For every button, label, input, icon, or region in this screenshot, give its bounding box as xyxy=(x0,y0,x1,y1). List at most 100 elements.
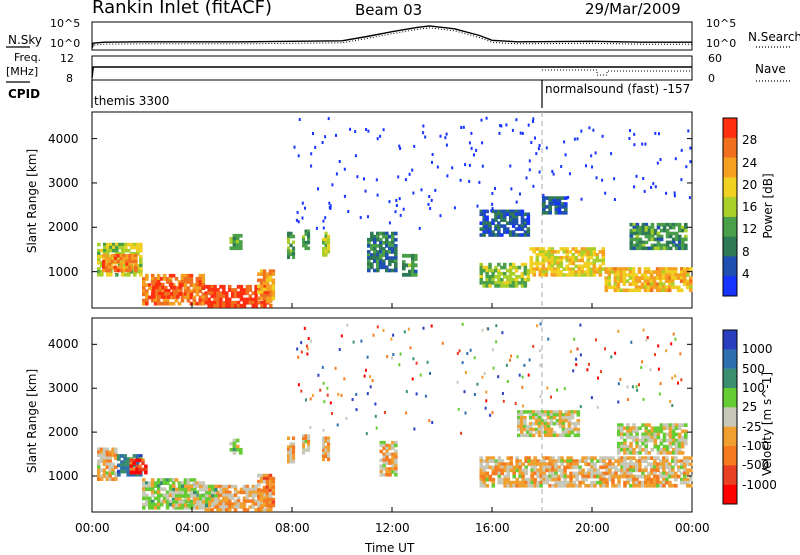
echo-cell xyxy=(210,499,214,503)
noise-speck xyxy=(388,200,391,204)
echo-cell xyxy=(155,282,159,287)
noise-speck xyxy=(674,374,677,378)
echo-cell xyxy=(557,196,562,200)
echo-cell xyxy=(617,477,621,482)
echo-cell xyxy=(674,438,679,443)
echo-cell xyxy=(497,271,501,276)
echo-cell xyxy=(116,265,121,270)
echo-cell xyxy=(671,426,676,431)
echo-cell xyxy=(385,455,389,459)
noise-speck xyxy=(464,411,467,415)
echo-cell xyxy=(211,497,215,501)
echo-cell xyxy=(583,264,588,268)
echo-cell xyxy=(634,288,639,293)
echo-cell xyxy=(640,276,645,280)
echo-cell xyxy=(113,265,118,270)
echo-cell xyxy=(661,267,666,271)
echo-cell xyxy=(629,468,633,473)
echo-cell xyxy=(650,468,654,473)
echo-cell xyxy=(677,438,682,443)
echo-cell xyxy=(680,246,685,251)
echo-cell xyxy=(658,267,663,271)
echo-cell xyxy=(540,424,545,429)
echo-cell xyxy=(620,423,624,427)
echo-cell xyxy=(550,261,555,266)
noise-speck xyxy=(680,378,683,382)
echo-cell xyxy=(201,292,206,297)
echo-cell xyxy=(623,471,627,476)
echo-cell xyxy=(271,476,276,481)
echo-cell xyxy=(124,245,128,250)
echo-cell xyxy=(511,212,516,217)
echo-cell xyxy=(289,451,293,455)
noise-speck xyxy=(326,386,329,390)
echo-cell xyxy=(164,285,168,290)
echo-cell xyxy=(302,434,306,438)
echo-cell xyxy=(108,459,112,464)
echo-cell xyxy=(162,487,167,492)
echo-cell xyxy=(543,430,548,435)
noise-speck xyxy=(656,161,659,165)
echo-cell xyxy=(408,253,412,258)
echo-cell xyxy=(535,255,540,260)
echo-cell xyxy=(674,471,678,476)
echo-cell xyxy=(650,471,654,476)
echo-cell xyxy=(242,300,247,305)
echo-cell xyxy=(102,471,107,475)
echo-cell xyxy=(568,270,573,274)
noise-speck xyxy=(483,372,486,375)
echo-cell xyxy=(572,480,576,485)
echo-cell xyxy=(643,288,648,293)
echo-cell xyxy=(586,255,591,260)
echo-cell xyxy=(608,465,612,470)
echo-cell xyxy=(614,474,618,479)
echo-cell xyxy=(628,267,633,271)
echo-cell xyxy=(248,487,252,492)
echo-cell xyxy=(543,413,548,417)
echo-cell xyxy=(623,456,627,460)
echo-cell xyxy=(589,250,594,254)
echo-cell xyxy=(665,246,670,251)
echo-cell xyxy=(225,300,229,305)
echo-cell xyxy=(388,250,392,254)
power-colorbar-swatch xyxy=(723,276,737,297)
echo-cell xyxy=(198,286,203,290)
echo-cell xyxy=(287,234,291,239)
echo-cell xyxy=(242,490,247,495)
noise-speck xyxy=(360,339,363,343)
echo-cell xyxy=(135,472,140,477)
echo-cell xyxy=(202,497,206,501)
echo-cell xyxy=(520,416,524,420)
noise-speck xyxy=(419,373,422,377)
noise-speck xyxy=(538,170,541,174)
echo-cell xyxy=(145,487,149,492)
echo-cell xyxy=(263,284,267,289)
echo-cell xyxy=(129,472,134,477)
echo-cell xyxy=(562,250,567,254)
echo-cell xyxy=(211,491,215,495)
echo-cell xyxy=(543,424,548,429)
echo-cell xyxy=(528,430,533,435)
echo-cell xyxy=(192,481,197,485)
echo-cell xyxy=(659,480,663,485)
echo-cell xyxy=(536,483,540,488)
echo-cell xyxy=(193,500,197,505)
echo-cell xyxy=(590,462,594,467)
echo-cell xyxy=(518,471,522,476)
echo-cell xyxy=(539,462,543,467)
echo-cell xyxy=(248,297,252,302)
echo-cell xyxy=(634,276,639,280)
y-tick-label: 1000 xyxy=(48,264,79,279)
echo-cell xyxy=(506,275,510,279)
noise-speck xyxy=(309,425,312,429)
echo-cell xyxy=(686,285,690,290)
echo-cell xyxy=(394,265,398,270)
noise-speck xyxy=(659,158,662,161)
echo-cell xyxy=(148,286,152,290)
echo-cell xyxy=(248,294,252,299)
echo-cell xyxy=(541,261,546,266)
echo-cell xyxy=(550,264,555,268)
echo-cell xyxy=(535,258,540,263)
echo-cell xyxy=(595,267,600,271)
echo-cell xyxy=(674,451,679,455)
